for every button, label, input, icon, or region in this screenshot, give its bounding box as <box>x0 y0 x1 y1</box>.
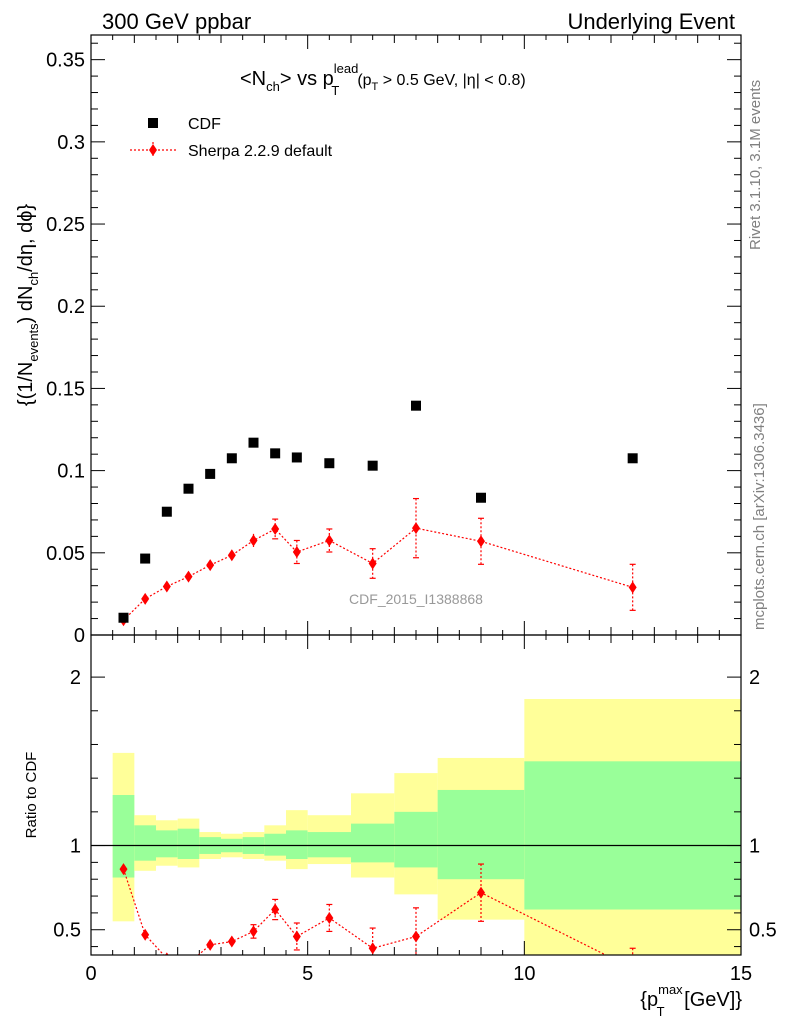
legend-label-cdf: CDF <box>188 116 221 133</box>
ratio-y-axis-label: Ratio to CDF <box>23 752 40 839</box>
y-tick-label: 0.05 <box>46 543 85 565</box>
cdf-point <box>270 448 281 459</box>
y-tick-label: 0.3 <box>57 132 85 154</box>
sherpa-point <box>184 570 193 583</box>
cdf-point <box>324 458 335 469</box>
main-panel-series <box>118 400 638 627</box>
sherpa-point <box>162 580 171 593</box>
ratio-y-tick-label-right: 1 <box>749 836 760 858</box>
ratio-y-tick-label-right: 2 <box>749 667 760 689</box>
sherpa-point <box>206 559 215 572</box>
sherpa-point <box>477 535 485 548</box>
ratio-uncertainty-bands <box>91 699 741 955</box>
cdf-point <box>226 453 237 464</box>
ratio-y-tick-label-left: 0.5 <box>53 920 81 942</box>
ratio-point <box>119 863 128 876</box>
cdf-point <box>183 483 194 494</box>
ratio-point <box>368 942 377 955</box>
y-tick-label: 0.15 <box>46 378 85 400</box>
rivet-label: Rivet 3.1.10, 3.1M events <box>747 80 764 250</box>
y-tick-label: 0.1 <box>57 461 85 483</box>
cdf-point <box>291 452 302 463</box>
band-inner-2 <box>156 830 178 858</box>
x-tick-label: 0 <box>85 963 96 985</box>
ratio-point <box>165 952 169 955</box>
sherpa-point <box>292 545 301 558</box>
sherpa-point <box>227 549 236 562</box>
band-inner-0 <box>112 795 135 878</box>
x-axis-label: {pmax T [GeV]} <box>640 982 742 1019</box>
band-inner-1 <box>134 825 156 861</box>
band-inner-7 <box>264 833 286 856</box>
ratio-y-tick-label-left: 2 <box>70 667 81 689</box>
main-y-axis-label: {(1/Nevents) dNch/dη, dϕ} <box>15 204 41 407</box>
sherpa-point <box>271 522 280 535</box>
x-tick-label: 10 <box>513 963 535 985</box>
mcplots-label: mcplots.cern.ch [arXiv:1306.3436] <box>751 403 768 630</box>
ratio-panel-series <box>119 863 637 974</box>
y-tick-label: 0.25 <box>46 214 85 236</box>
sherpa-point <box>368 557 377 570</box>
analysis-watermark: CDF_2015_I1388868 <box>349 591 483 607</box>
sherpa-point <box>628 581 637 594</box>
legend-label-sherpa: Sherpa 2.2.9 default <box>188 143 333 160</box>
legend-marker-sherpa <box>149 144 157 156</box>
ratio-point <box>325 911 334 924</box>
ratio-point <box>292 930 301 943</box>
x-tick-label: 15 <box>730 963 752 985</box>
sherpa-point <box>325 534 334 547</box>
cdf-point <box>476 492 486 503</box>
band-inner-3 <box>177 828 200 859</box>
ratio-line <box>122 868 608 955</box>
cdf-point <box>367 460 378 471</box>
legend: CDF Sherpa 2.2.9 default <box>130 116 333 160</box>
cdf-point <box>140 553 151 564</box>
sherpa-point <box>141 592 150 605</box>
band-inner-10 <box>351 823 395 863</box>
band-inner-13 <box>524 761 741 910</box>
ratio-point <box>141 928 150 941</box>
y-tick-label: 0 <box>74 625 85 647</box>
cdf-point <box>205 468 216 479</box>
cdf-point <box>248 437 259 448</box>
plot-title: <Nch> vs plead T(pT > 0.5 GeV, |η| < 0.8) <box>240 61 526 98</box>
ratio-point <box>629 962 637 974</box>
ratio-point <box>249 925 258 938</box>
ratio-panel-axes: 0 5 10 15 0.5 0.5 1 1 2 2 <box>53 35 777 985</box>
sherpa-line <box>123 527 633 621</box>
ratio-point <box>477 886 485 899</box>
y-tick-label: 0.2 <box>57 296 85 318</box>
sherpa-point <box>249 534 258 547</box>
ratio-y-tick-label-right: 0.5 <box>749 920 777 942</box>
y-tick-label: 0.35 <box>46 50 85 72</box>
ratio-point <box>227 935 236 948</box>
ratio-point <box>271 903 280 916</box>
cdf-point <box>118 612 129 623</box>
cdf-point <box>627 453 638 464</box>
ratio-frame <box>90 634 742 956</box>
cdf-point <box>161 506 172 517</box>
ratio-y-tick-label-left: 1 <box>70 836 81 858</box>
header-left: 300 GeV ppbar <box>102 9 251 34</box>
cdf-point <box>411 400 421 411</box>
legend-marker-cdf <box>148 118 158 128</box>
band-inner-11 <box>394 811 438 868</box>
header-right: Underlying Event <box>567 9 735 34</box>
ratio-point <box>412 930 420 943</box>
ratio-point <box>206 938 215 951</box>
ratio-point <box>185 957 193 969</box>
band-inner-9 <box>307 832 351 858</box>
sherpa-point <box>412 522 420 535</box>
band-inner-8 <box>286 830 308 859</box>
x-tick-label: 5 <box>302 963 313 985</box>
